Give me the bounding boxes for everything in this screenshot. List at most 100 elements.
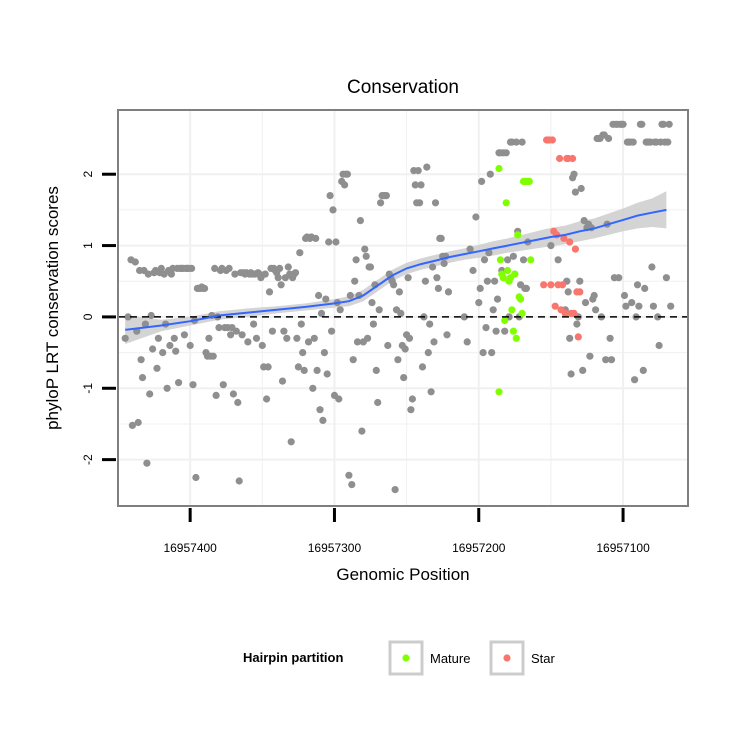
point-other-304 — [619, 120, 627, 128]
point-other-311 — [629, 138, 637, 146]
points-star-layer — [540, 136, 584, 341]
point-other-139 — [326, 192, 334, 200]
point-other-195 — [407, 406, 415, 414]
point-other-120 — [299, 349, 307, 357]
point-star-20 — [570, 309, 578, 317]
point-other-9 — [138, 374, 147, 382]
point-other-275 — [577, 184, 585, 193]
point-other-240 — [493, 295, 502, 303]
point-other-155 — [349, 356, 357, 364]
point-other-172 — [374, 398, 382, 407]
point-other-213 — [433, 274, 441, 282]
point-other-167 — [366, 263, 375, 271]
point-other-225 — [469, 266, 477, 275]
point-other-60 — [212, 391, 220, 399]
point-other-46 — [192, 473, 200, 482]
point-other-281 — [586, 352, 594, 360]
point-other-97 — [265, 288, 274, 296]
point-mature-0 — [495, 388, 503, 396]
point-other-295 — [606, 334, 614, 342]
point-star-14 — [561, 309, 569, 317]
point-other-274 — [576, 277, 584, 285]
chart-title: Conservation — [347, 77, 459, 98]
point-other-119 — [297, 320, 305, 328]
point-other-96 — [264, 363, 272, 371]
point-other-206 — [423, 163, 431, 171]
point-mature-23 — [527, 256, 535, 264]
point-other-263 — [554, 256, 562, 264]
point-mature-6 — [502, 199, 510, 207]
point-other-232 — [482, 324, 490, 332]
point-mature-16 — [517, 295, 525, 303]
point-other-109 — [283, 334, 291, 342]
y-axis: -2 -1 0 1 2 — [81, 171, 116, 465]
y-tick-label-2: 0 — [81, 313, 95, 320]
point-other-268 — [567, 370, 575, 378]
point-other-236 — [488, 349, 496, 357]
point-other-267 — [566, 334, 574, 342]
point-other-153 — [346, 291, 354, 300]
point-other-262 — [547, 242, 555, 250]
point-other-22 — [157, 264, 165, 272]
point-other-285 — [592, 306, 600, 314]
point-other-271 — [571, 188, 580, 196]
point-other-95 — [263, 395, 271, 403]
points-other-layer — [121, 120, 675, 494]
point-other-92 — [258, 341, 266, 350]
point-other-115 — [291, 269, 300, 277]
point-other-124 — [304, 338, 313, 346]
point-star-24 — [576, 288, 584, 296]
point-other-12 — [143, 459, 151, 467]
point-other-143 — [332, 238, 340, 246]
point-other-190 — [400, 374, 408, 382]
point-star-0 — [540, 281, 548, 289]
point-other-266 — [564, 288, 572, 296]
point-star-17 — [566, 238, 574, 246]
point-other-110 — [284, 263, 292, 271]
point-other-226 — [472, 213, 480, 221]
point-mature-1 — [495, 164, 503, 173]
x-tick-label-2: 16957200 — [452, 541, 506, 555]
point-other-137 — [323, 370, 331, 378]
point-other-318 — [639, 366, 647, 374]
point-other-72 — [229, 390, 237, 398]
point-other-1 — [124, 313, 132, 321]
point-mature-11 — [509, 327, 517, 335]
point-other-132 — [316, 406, 324, 414]
point-other-70 — [227, 331, 235, 339]
point-mature-4 — [499, 274, 507, 282]
point-other-69 — [225, 264, 233, 272]
point-other-196 — [408, 395, 416, 403]
point-other-136 — [322, 295, 330, 303]
point-other-134 — [319, 416, 327, 424]
point-other-16 — [149, 345, 157, 353]
point-other-146 — [336, 306, 344, 314]
point-other-223 — [463, 338, 471, 346]
point-other-135 — [320, 349, 328, 357]
point-other-224 — [466, 245, 474, 253]
point-star-13 — [560, 234, 568, 242]
point-other-152 — [345, 471, 353, 479]
point-other-312 — [631, 376, 639, 384]
point-other-28 — [166, 341, 174, 350]
legend-label-mature: Mature — [430, 651, 470, 666]
point-other-335 — [664, 138, 672, 146]
x-tick-label-1: 16957300 — [308, 541, 362, 555]
point-other-253 — [512, 138, 520, 146]
point-other-218 — [440, 259, 448, 267]
point-other-202 — [417, 181, 425, 189]
point-other-107 — [280, 327, 288, 335]
point-other-8 — [137, 356, 145, 364]
point-other-43 — [188, 264, 196, 272]
legend: Hairpin partition Mature Star — [243, 640, 556, 676]
plot-panel — [118, 110, 688, 506]
point-other-325 — [649, 302, 658, 310]
y-tick-label-4: 2 — [81, 171, 95, 178]
point-other-160 — [356, 217, 364, 225]
point-other-127 — [309, 384, 317, 392]
point-other-118 — [296, 249, 304, 257]
point-other-99 — [268, 327, 276, 335]
point-other-284 — [590, 291, 598, 300]
point-other-145 — [335, 395, 343, 403]
point-other-314 — [633, 281, 642, 289]
